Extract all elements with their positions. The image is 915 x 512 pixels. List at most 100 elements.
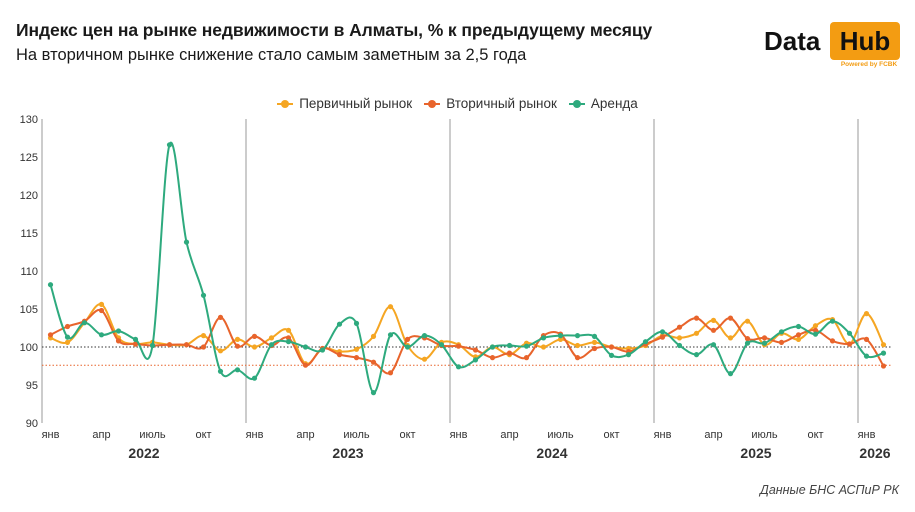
data-point-secondary: [98, 307, 105, 314]
data-point-secondary: [472, 347, 479, 353]
y-tick-label: 105: [20, 304, 38, 316]
legend-swatch-secondary: [424, 99, 441, 109]
data-point-secondary: [523, 355, 530, 361]
data-point-rent: [812, 331, 819, 337]
data-point-secondary: [251, 333, 258, 339]
data-point-primary: [251, 344, 258, 350]
data-point-rent: [846, 330, 853, 336]
data-point-rent: [761, 340, 768, 346]
legend-swatch-primary: [277, 99, 294, 109]
x-tick-label: окт: [807, 429, 823, 441]
data-point-secondary: [659, 334, 666, 340]
data-point-secondary: [863, 336, 870, 342]
x-tick-label: окт: [195, 429, 211, 441]
data-point-primary: [591, 339, 598, 345]
legend-item-primary: Первичный рынок: [277, 96, 412, 111]
series-line-rent: [49, 141, 884, 394]
data-point-rent: [132, 336, 139, 342]
data-point-rent: [727, 371, 734, 377]
data-point-secondary: [846, 341, 853, 347]
data-point-primary: [64, 339, 71, 345]
data-point-rent: [183, 239, 190, 245]
x-year-label: 2025: [740, 445, 771, 461]
data-point-primary: [268, 335, 275, 341]
data-point-primary: [285, 327, 292, 333]
data-point-rent: [557, 333, 564, 339]
data-point-rent: [778, 329, 785, 335]
data-point-rent: [455, 364, 462, 370]
y-tick-label: 115: [20, 228, 38, 240]
y-tick-label: 95: [26, 380, 38, 392]
data-point-primary: [370, 333, 377, 339]
chart-subtitle: На вторичном рынке снижение стало самым …: [16, 46, 527, 64]
logo-hub-badge: Hub: [830, 22, 900, 60]
x-tick-label: окт: [603, 429, 619, 441]
data-point-primary: [200, 333, 207, 339]
data-point-primary: [812, 323, 819, 329]
data-point-primary: [217, 348, 224, 354]
data-point-secondary: [489, 355, 496, 361]
data-point-rent: [710, 342, 717, 348]
data-point-secondary: [47, 332, 54, 338]
x-tick-label: июль: [343, 429, 370, 441]
data-point-secondary: [693, 315, 700, 321]
data-point-rent: [506, 342, 513, 349]
data-point-secondary: [812, 327, 819, 333]
data-point-secondary: [200, 344, 207, 350]
data-point-secondary: [285, 335, 292, 341]
data-point-rent: [642, 339, 649, 345]
x-tick-label: апр: [92, 429, 110, 441]
data-point-secondary: [676, 324, 683, 330]
data-point-rent: [98, 332, 105, 338]
data-point-secondary: [710, 327, 717, 333]
data-point-rent: [608, 352, 615, 358]
data-point-secondary: [795, 332, 802, 338]
data-point-secondary: [608, 344, 615, 350]
x-year-label: 2022: [128, 445, 159, 461]
x-year-label: 2024: [536, 445, 567, 461]
data-point-rent: [353, 320, 360, 326]
data-point-rent: [489, 344, 496, 350]
data-point-secondary: [132, 341, 139, 347]
x-tick-label: июль: [751, 429, 778, 441]
data-point-rent: [64, 334, 71, 340]
data-point-rent: [829, 318, 836, 324]
data-point-rent: [217, 368, 224, 374]
data-point-rent: [421, 333, 428, 339]
legend-label-primary: Первичный рынок: [299, 96, 413, 111]
data-point-secondary: [234, 343, 241, 349]
x-tick-label: июль: [139, 429, 166, 441]
data-point-primary: [744, 318, 751, 324]
data-point-primary: [676, 335, 683, 341]
data-point-primary: [880, 342, 887, 348]
legend-item-secondary: Вторичный рынок: [424, 96, 557, 111]
data-point-rent: [81, 320, 88, 326]
data-point-rent: [336, 321, 343, 327]
x-tick-label: июль: [547, 429, 574, 441]
y-tick-label: 90: [26, 418, 38, 430]
x-tick-label: янв: [450, 429, 468, 441]
y-tick-label: 130: [20, 114, 38, 126]
data-point-rent: [200, 292, 207, 298]
data-point-rent: [251, 375, 258, 381]
data-point-primary: [98, 301, 105, 307]
data-point-rent: [319, 347, 326, 353]
line-chart: 90 95 100 105 110 115 120 125 130 янв апр июль окт 20…: [20, 114, 892, 461]
series-line-primary: [50, 303, 885, 366]
data-point-secondary: [302, 362, 309, 368]
data-point-primary: [421, 356, 428, 362]
data-point-secondary: [353, 355, 360, 361]
data-point-rent: [115, 328, 122, 334]
data-point-secondary: [829, 338, 836, 344]
data-point-rent: [880, 350, 887, 356]
data-point-primary: [795, 336, 802, 342]
data-point-secondary: [455, 343, 462, 349]
data-point-rent: [370, 390, 377, 396]
x-tick-label: окт: [399, 429, 415, 441]
y-tick-label: 110: [20, 266, 38, 278]
data-point-secondary: [336, 352, 343, 358]
data-point-primary: [727, 335, 734, 341]
legend-label-rent: Аренда: [590, 96, 638, 111]
data-point-secondary: [64, 323, 71, 330]
data-point-secondary: [591, 345, 598, 352]
